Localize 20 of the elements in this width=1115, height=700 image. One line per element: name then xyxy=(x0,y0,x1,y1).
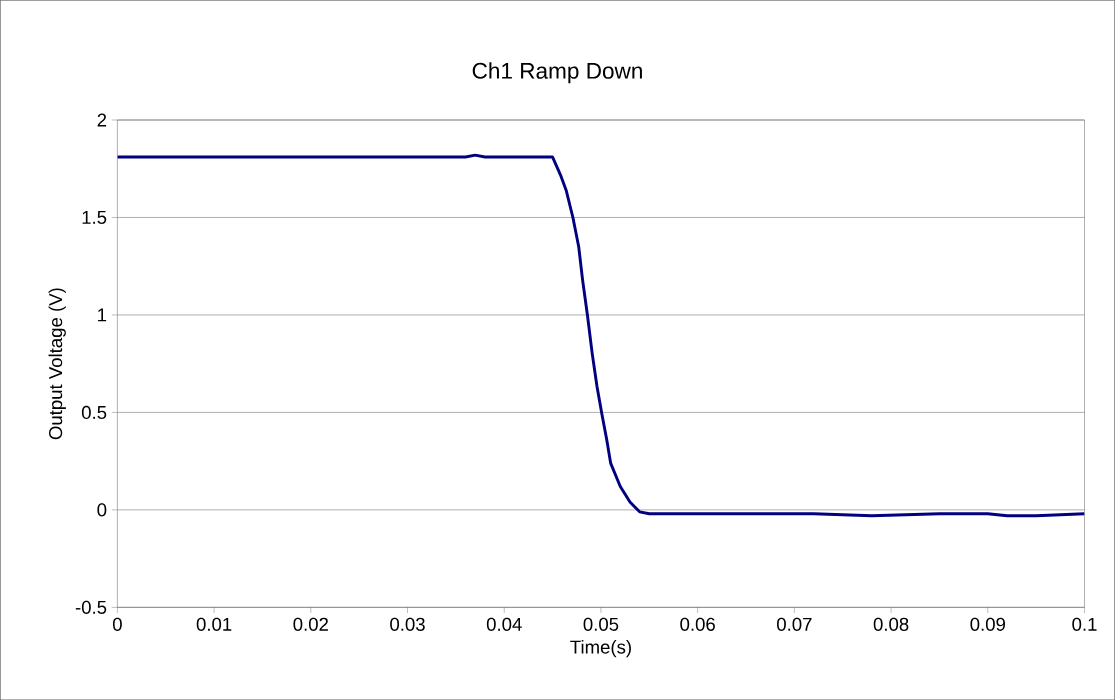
x-tick-label: 0.08 xyxy=(873,617,909,631)
chart-title: Ch1 Ramp Down xyxy=(472,62,642,84)
x-axis-title: Time(s) xyxy=(570,639,631,658)
x-tick-label: 0.06 xyxy=(680,617,715,631)
y-tick-label: -0.5 xyxy=(75,600,107,614)
y-tick-label: 2 xyxy=(97,113,107,127)
x-tick-label: 0.01 xyxy=(196,617,232,631)
y-tick-label: 1 xyxy=(98,308,107,322)
y-tick-label: 0.5 xyxy=(81,405,107,419)
x-tick-label: 0.05 xyxy=(583,617,619,631)
x-tick-label: 0.02 xyxy=(293,617,328,631)
x-tick-label: 0.03 xyxy=(390,617,425,631)
x-tick-label: 0.1 xyxy=(1072,617,1097,631)
y-tick-label: 1.5 xyxy=(82,210,107,224)
x-tick-label: 0.09 xyxy=(970,617,1005,631)
y-axis-title: Output Voltage (V) xyxy=(48,288,66,440)
x-tick-label: 0.07 xyxy=(777,617,812,631)
x-tick-label: 0.04 xyxy=(486,617,522,631)
y-tick-label: 0 xyxy=(97,503,107,517)
x-tick-label: 0 xyxy=(112,617,122,631)
